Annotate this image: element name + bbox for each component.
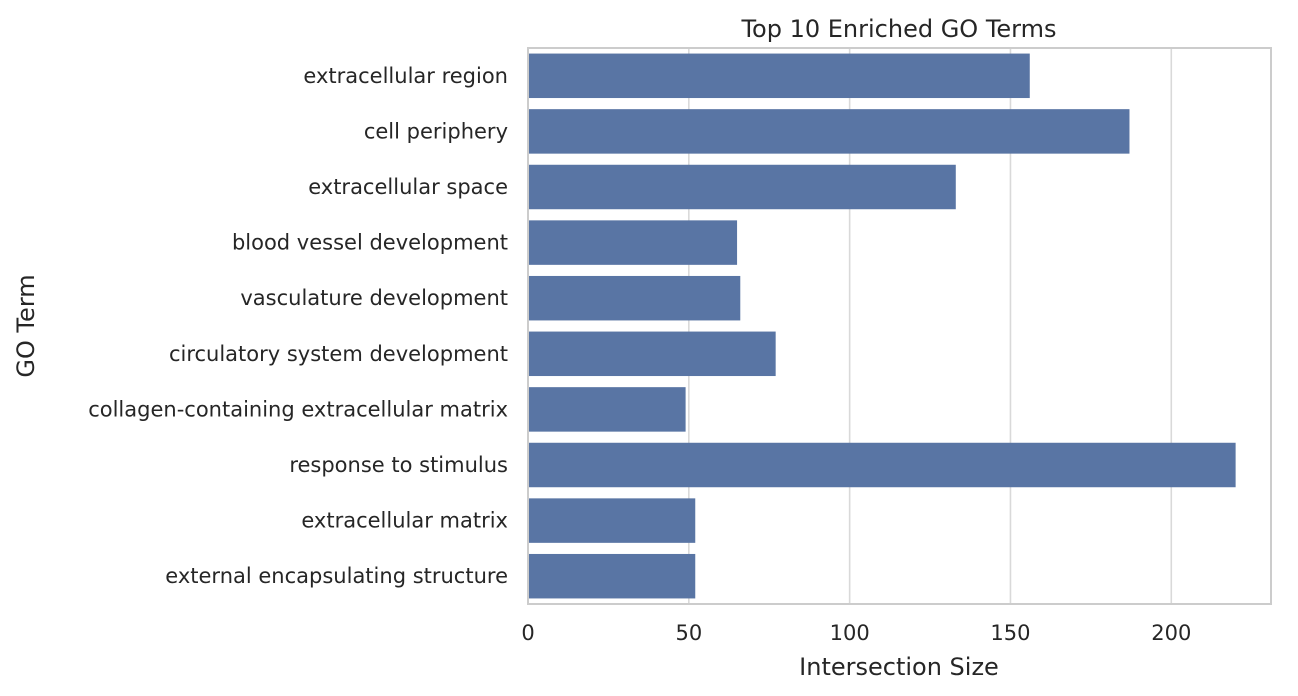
y-tick-label: extracellular region	[303, 64, 508, 88]
bar	[528, 164, 956, 210]
bar	[528, 442, 1236, 488]
bar	[528, 220, 738, 265]
plot-frame	[527, 47, 1272, 605]
x-tick-label: 100	[830, 621, 870, 645]
chart-title: Top 10 Enriched GO Terms	[740, 15, 1056, 43]
y-tick-label: circulatory system development	[169, 342, 508, 366]
y-tick-label: cell periphery	[364, 119, 508, 143]
y-tick-label: extracellular matrix	[301, 509, 508, 533]
y-tick-label: collagen-containing extracellular matrix	[88, 397, 508, 421]
bar	[528, 109, 1130, 154]
bar	[528, 553, 696, 599]
bar	[528, 387, 686, 432]
x-tick-labels: 0 50 100 150 200	[521, 621, 1191, 645]
bar	[528, 498, 696, 543]
y-tick-label: blood vessel development	[232, 231, 508, 255]
y-tick-label: external encapsulating structure	[165, 564, 508, 588]
bars	[528, 53, 1236, 599]
bar	[528, 331, 776, 377]
x-axis-label: Intersection Size	[799, 653, 999, 681]
x-tick-label: 200	[1151, 621, 1191, 645]
bar	[528, 53, 1030, 99]
y-tick-label: response to stimulus	[289, 453, 508, 477]
y-tick-label: vasculature development	[240, 286, 508, 310]
bar	[528, 275, 741, 321]
y-tick-label: extracellular space	[308, 175, 508, 199]
x-tick-label: 0	[521, 621, 534, 645]
y-axis-label: GO Term	[12, 274, 40, 377]
x-tick-label: 50	[675, 621, 702, 645]
y-tick-labels: extracellular region cell periphery extrac…	[88, 64, 508, 588]
x-tick-label: 150	[990, 621, 1030, 645]
